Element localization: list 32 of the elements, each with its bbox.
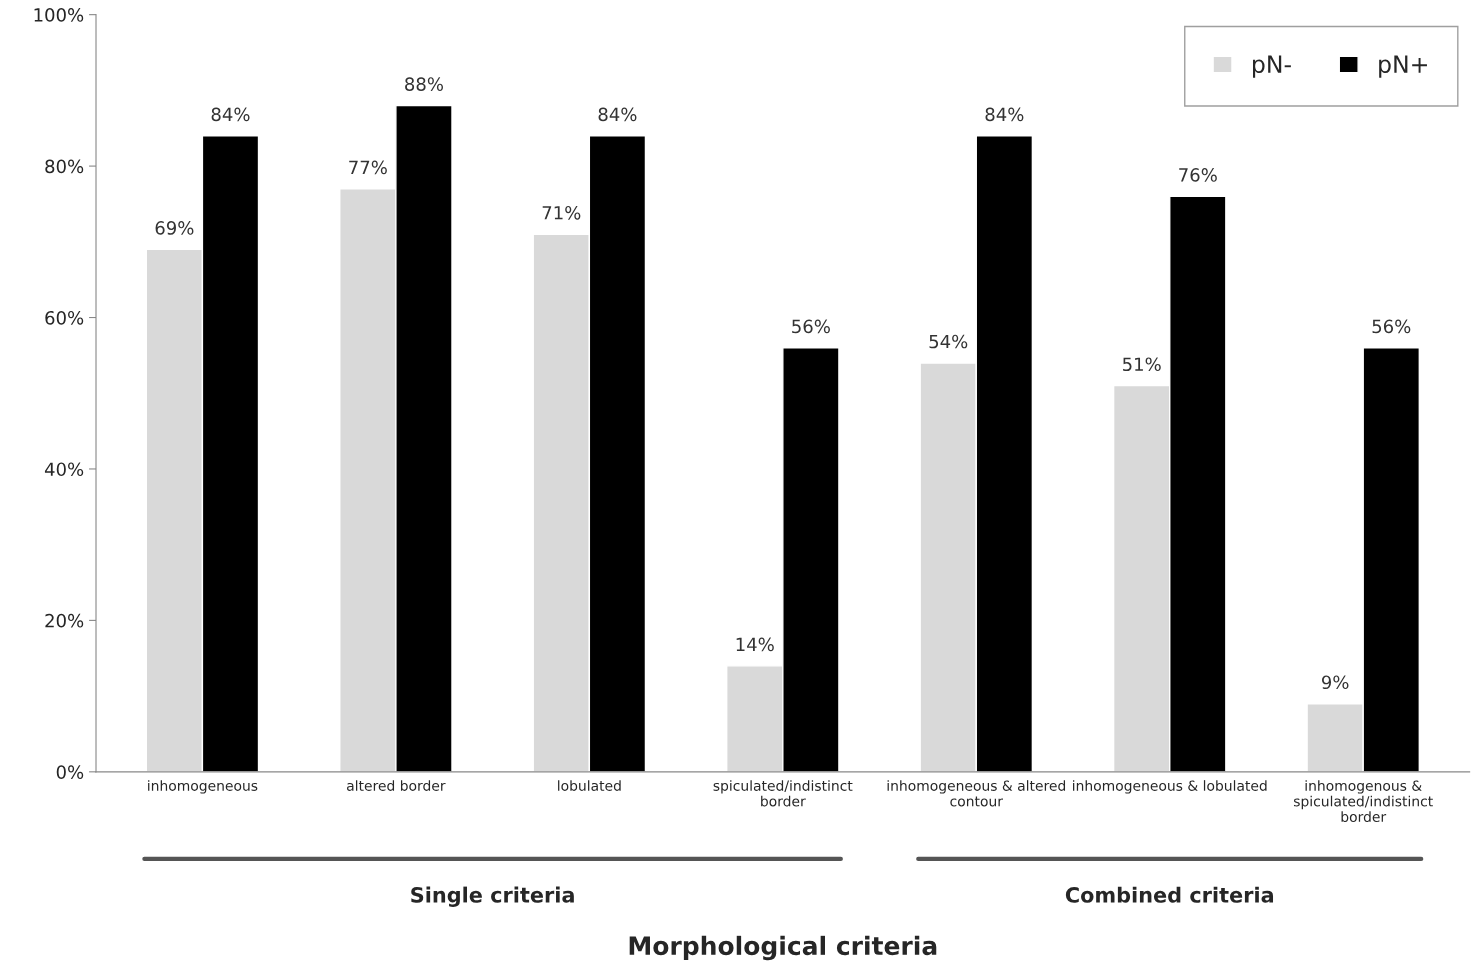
data-label: 9% [1321,675,1349,690]
x-tick-label: inhomogeneous [148,780,258,794]
text: Combined criteria [1065,886,1274,903]
x-axis-title: Morphological criteria [629,935,937,961]
data-label: 77% [349,160,387,175]
y-tick-label: 0% [56,765,84,779]
data-label: 51% [1123,357,1161,372]
y-tick-label: 60% [45,310,84,325]
data-label: 14% [736,637,774,652]
x-tick-label: inhomogenous & spiculated/indistinct border [1293,780,1433,823]
data-label: 84% [211,107,250,122]
legend-label: pN+ [1379,55,1427,78]
x-tick-label: lobulated [558,780,621,791]
data-label: 76% [1179,168,1217,182]
data-label: 54% [929,334,968,349]
y-tick-label: 20% [45,613,84,628]
x-tick-label: altered border [347,780,446,791]
data-label: 84% [985,107,1024,122]
y-tick-label: 100% [34,8,84,22]
legend-label: pN- [1253,55,1291,78]
data-label: 69% [155,221,194,235]
y-tick-label: 80% [45,159,84,174]
data-label: 71% [542,205,581,220]
x-tick-label: inhomogeneous & altered contour [887,780,1066,807]
y-tick-label: 40% [44,462,84,477]
data-label: 88% [405,77,443,91]
data-label: 56% [1372,319,1411,334]
x-tick-label: spiculated/indistinct border [713,780,853,807]
x-tick-label: inhomogeneous & lobulated [1073,780,1267,794]
text: Single criteria [411,886,574,907]
data-label: 56% [792,319,830,334]
data-label: 84% [598,107,637,122]
